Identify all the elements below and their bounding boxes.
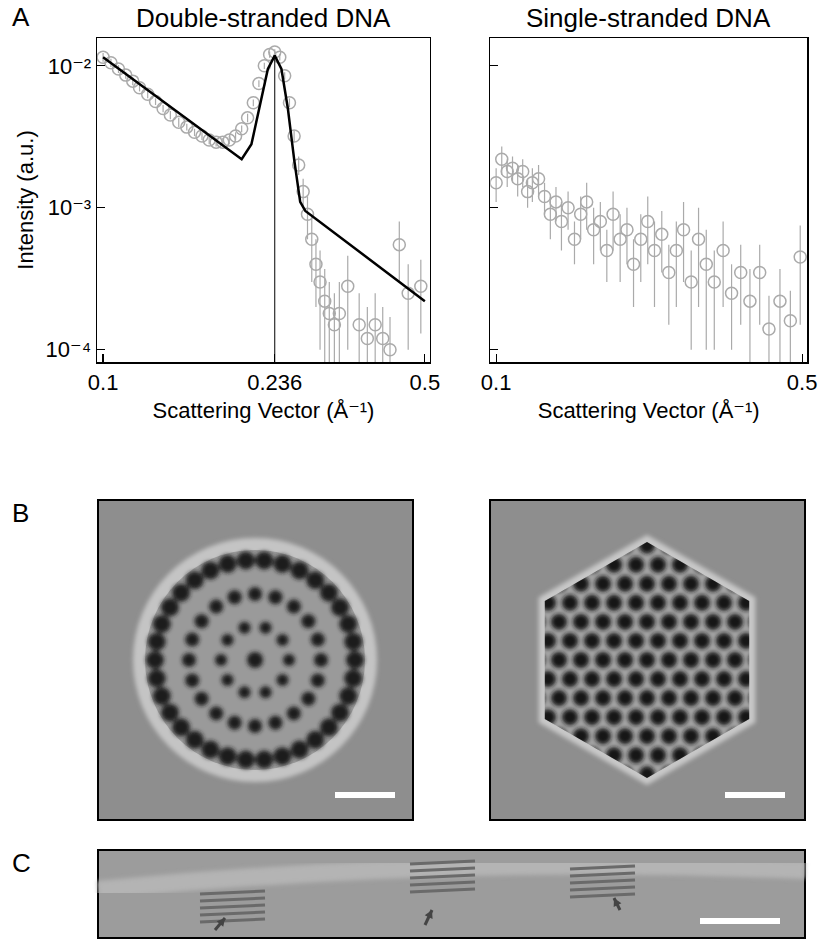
svg-text:10⁻³: 10⁻³ [48, 195, 91, 220]
svg-text:Intensity (a.u.): Intensity (a.u.) [13, 130, 38, 269]
svg-text:B: B [12, 498, 29, 528]
svg-text:Scattering Vector (Å⁻¹): Scattering Vector (Å⁻¹) [153, 398, 375, 423]
svg-text:10⁻⁴: 10⁻⁴ [46, 337, 92, 362]
svg-text:0.1: 0.1 [481, 370, 512, 395]
svg-text:0.5: 0.5 [787, 370, 818, 395]
svg-text:0.1: 0.1 [88, 370, 119, 395]
svg-text:0.5: 0.5 [410, 370, 441, 395]
svg-text:Double-stranded DNA: Double-stranded DNA [136, 3, 391, 33]
html-text:A: A [12, 2, 30, 32]
svg-text:0.236: 0.236 [247, 370, 302, 395]
svg-text:Scattering Vector (Å⁻¹): Scattering Vector (Å⁻¹) [538, 398, 760, 423]
svg-text:10⁻²: 10⁻² [48, 54, 91, 79]
svg-text:C: C [12, 848, 31, 878]
svg-text:Single-stranded DNA: Single-stranded DNA [526, 3, 771, 33]
